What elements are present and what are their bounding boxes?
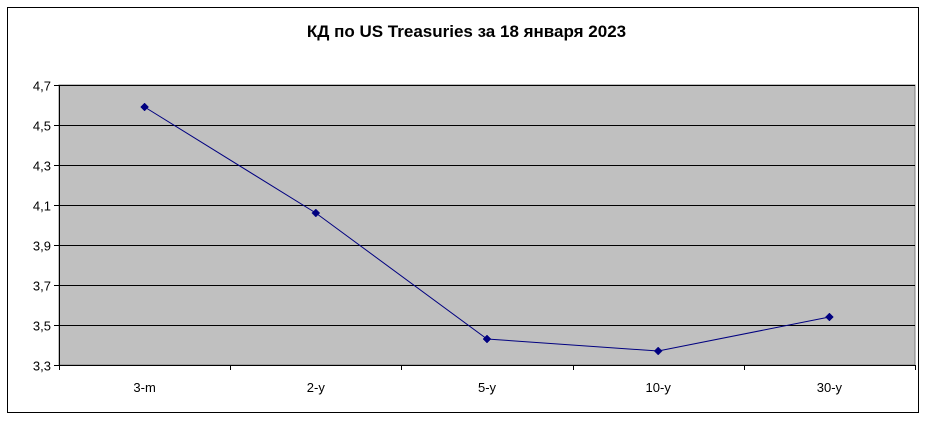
y-tick-label: 4,7 — [33, 79, 51, 94]
y-tick-label: 4,5 — [33, 119, 51, 134]
y-tick-label: 3,7 — [33, 279, 51, 294]
plot-area — [58, 84, 916, 366]
y-tick-label: 3,3 — [33, 359, 51, 374]
x-tick-label: 2-y — [307, 380, 326, 395]
x-tick-label: 3-m — [133, 380, 155, 395]
x-tick-label: 5-y — [478, 380, 497, 395]
data-point — [482, 334, 492, 344]
y-tick-label: 4,1 — [33, 199, 51, 214]
data-point — [140, 102, 149, 112]
data-point — [653, 346, 663, 356]
x-tick-label: 10-y — [646, 380, 672, 395]
y-tick-label: 3,5 — [33, 319, 51, 334]
data-point — [825, 312, 834, 322]
y-tick-label: 3,9 — [33, 239, 51, 254]
chart-title: КД по US Treasuries за 18 января 2023 — [306, 22, 627, 41]
x-tick-label: 30-y — [817, 380, 843, 395]
data-point — [311, 208, 321, 218]
y-tick-label: 4,3 — [33, 159, 51, 174]
